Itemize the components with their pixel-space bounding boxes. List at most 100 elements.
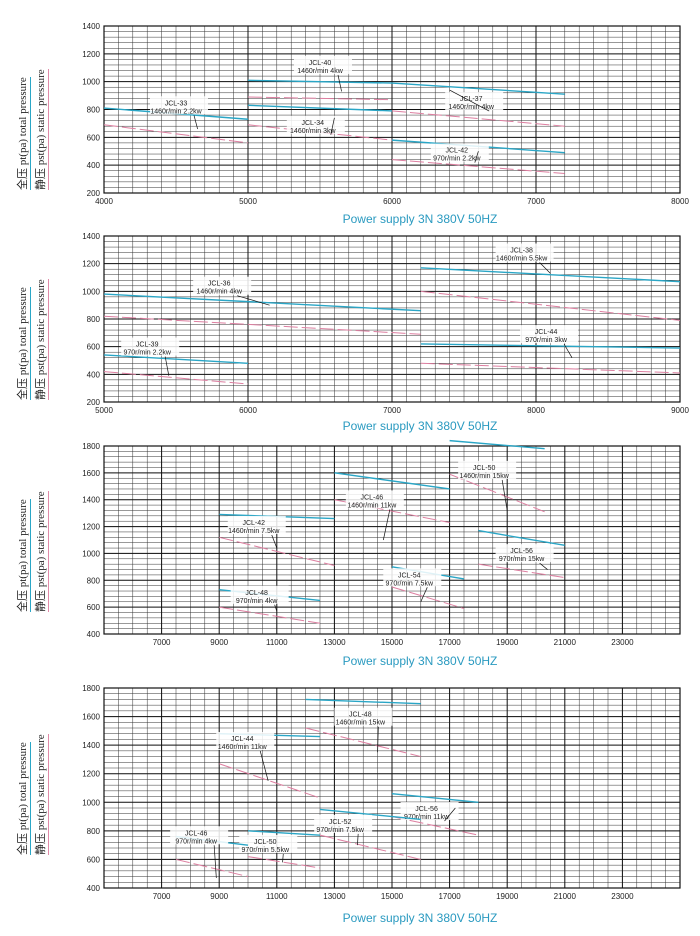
total-pressure-line bbox=[420, 343, 681, 349]
leader-line bbox=[271, 534, 278, 549]
total-pressure-label-2: 全压 pt(pa) total pressure bbox=[14, 287, 31, 400]
x-tick-label: 21000 bbox=[554, 638, 577, 647]
x-tick-label: 11000 bbox=[266, 638, 288, 647]
y-tick-label: 1400 bbox=[82, 232, 100, 241]
leader-line bbox=[474, 151, 479, 163]
plot-frame bbox=[103, 25, 681, 194]
total-pressure-line bbox=[247, 79, 393, 84]
total-pressure-label-3: 全压 pt(pa) total pressure bbox=[14, 499, 31, 612]
y-tick-label: 600 bbox=[87, 133, 101, 142]
y-tick-label: 400 bbox=[87, 630, 101, 639]
x-tick-label: 17000 bbox=[438, 892, 461, 901]
static-pressure-label-1: 静压 pst(pa) static pressure bbox=[32, 69, 49, 190]
spec-label: 970r/min 15kw bbox=[499, 556, 545, 563]
y-tick-label: 800 bbox=[87, 827, 101, 836]
model-label: JCL-54 bbox=[398, 572, 421, 579]
spec-label: 970r/min 4kw bbox=[175, 838, 218, 845]
x-tick-label: 15000 bbox=[381, 892, 404, 901]
x-tick-label: 6000 bbox=[383, 197, 401, 206]
static-pressure-line bbox=[175, 858, 249, 878]
x-tick-label: 9000 bbox=[210, 892, 228, 901]
model-label: JCL-46 bbox=[361, 494, 384, 501]
x-tick-label: 19000 bbox=[496, 892, 519, 901]
y-tick-label: 800 bbox=[87, 315, 101, 324]
leader-line bbox=[213, 845, 217, 879]
total-pressure-line bbox=[478, 529, 565, 547]
x-tick-label: 21000 bbox=[554, 892, 577, 901]
x-tick-label: 15000 bbox=[381, 638, 404, 647]
static-pressure-label-2: 静压 pst(pa) static pressure bbox=[32, 279, 49, 400]
label-backdrop bbox=[193, 276, 252, 295]
static-pressure-line bbox=[305, 727, 421, 758]
y-tick-label: 1200 bbox=[82, 523, 100, 532]
leader-line bbox=[164, 356, 170, 376]
static-pressure-line bbox=[391, 110, 565, 127]
label-backdrop bbox=[239, 834, 298, 853]
y-tick-label: 1400 bbox=[82, 496, 100, 505]
total-pressure-line bbox=[420, 267, 681, 283]
y-tick-label: 1600 bbox=[82, 713, 100, 722]
power-supply-caption: Power supply 3N 380V 50HZ bbox=[343, 212, 498, 226]
label-backdrop bbox=[216, 732, 275, 750]
label-backdrop bbox=[227, 515, 286, 534]
y-tick-label: 1000 bbox=[82, 549, 100, 558]
label-backdrop bbox=[170, 826, 229, 845]
x-tick-label: 9000 bbox=[210, 638, 228, 647]
leader-line bbox=[377, 726, 379, 753]
leader-line bbox=[274, 604, 278, 612]
x-tick-label: 5000 bbox=[239, 197, 257, 206]
side-label-2: 全压 pt(pa) total pressure 静压 pst(pa) stat… bbox=[2, 250, 49, 410]
model-label: JCL-48 bbox=[245, 590, 268, 597]
leader-line bbox=[193, 115, 198, 130]
plot-frame bbox=[103, 235, 681, 403]
static-pressure-label-4: 静压 pst(pa) static pressure bbox=[32, 734, 49, 855]
leader-line bbox=[282, 853, 284, 863]
y-tick-label: 600 bbox=[87, 855, 101, 864]
total-pressure-line bbox=[449, 439, 545, 450]
leader-line bbox=[449, 89, 490, 112]
spec-label: 970r/min 2.2kw bbox=[433, 156, 481, 163]
total-pressure-line bbox=[103, 293, 421, 312]
x-tick-label: 13000 bbox=[323, 638, 346, 647]
y-tick-label: 200 bbox=[87, 398, 101, 407]
x-tick-label: 13000 bbox=[323, 892, 346, 901]
x-tick-label: 23000 bbox=[611, 892, 634, 901]
label-backdrop bbox=[286, 115, 345, 134]
static-pressure-line bbox=[478, 563, 565, 579]
static-pressure-line bbox=[103, 315, 421, 335]
spec-label: 1460r/min 4kw bbox=[448, 104, 494, 111]
spec-label: 1460r/min 11kw bbox=[347, 502, 397, 509]
y-tick-label: 800 bbox=[87, 106, 101, 115]
leader-line bbox=[357, 833, 359, 846]
label-backdrop bbox=[294, 55, 352, 74]
label-backdrop bbox=[495, 544, 554, 563]
static-pressure-label-3: 静压 pst(pa) static pressure bbox=[32, 491, 49, 612]
label-backdrop bbox=[334, 707, 393, 726]
x-tick-label: 7000 bbox=[153, 638, 171, 647]
model-label: JCL-42 bbox=[446, 148, 469, 155]
total-pressure-line bbox=[391, 793, 479, 803]
spec-label: 970r/min 11kw bbox=[404, 814, 450, 821]
total-pressure-label-1: 全压 pt(pa) total pressure bbox=[14, 77, 31, 190]
plot-frame bbox=[103, 445, 681, 635]
spec-label: 1460r/min 5.5kw bbox=[496, 256, 548, 263]
model-label: JCL-39 bbox=[136, 342, 159, 349]
static-pressure-line bbox=[103, 371, 249, 385]
y-tick-label: 200 bbox=[87, 189, 101, 198]
model-label: JCL-34 bbox=[302, 120, 325, 127]
leader-line bbox=[259, 750, 269, 781]
label-backdrop bbox=[150, 96, 208, 115]
spec-label: 1460r/min 4kw bbox=[196, 289, 242, 296]
spec-label: 1460r/min 7.5kw bbox=[228, 528, 280, 535]
